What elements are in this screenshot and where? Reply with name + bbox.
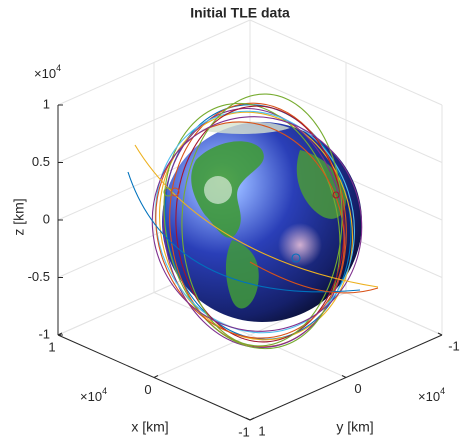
z-tick-label: 0 (43, 211, 50, 226)
chart: Initial TLE data z [km] x [km] y [km] -1… (0, 0, 468, 441)
z-axis-label: z [km] (11, 198, 27, 235)
z-multiplier: ×104 (34, 63, 61, 81)
x-tick-label: 1 (48, 339, 55, 354)
z-tick-label: 1 (43, 96, 50, 111)
y-tick-label: 0 (354, 381, 361, 396)
x-tick-label: 0 (144, 382, 151, 397)
y-multiplier-exponent: 4 (440, 386, 445, 396)
x-multiplier-base: ×10 (80, 389, 102, 404)
y-tick-label: 1 (258, 423, 265, 438)
x-axis-label: x [km] (131, 419, 168, 435)
y-axis-label: y [km] (336, 419, 373, 435)
x-tick-label: -1 (238, 424, 250, 439)
y-multiplier-base: ×10 (418, 389, 440, 404)
z-multiplier-base: ×10 (34, 66, 56, 81)
chart-title: Initial TLE data (190, 5, 290, 21)
x-multiplier: ×104 (80, 386, 107, 404)
z-tick-label: 0.5 (32, 154, 50, 169)
z-tick-label: -0.5 (28, 269, 50, 284)
z-multiplier-exponent: 4 (56, 63, 61, 73)
x-multiplier-exponent: 4 (102, 386, 107, 396)
y-tick-label: -1 (448, 338, 460, 353)
y-multiplier: ×104 (418, 386, 445, 404)
